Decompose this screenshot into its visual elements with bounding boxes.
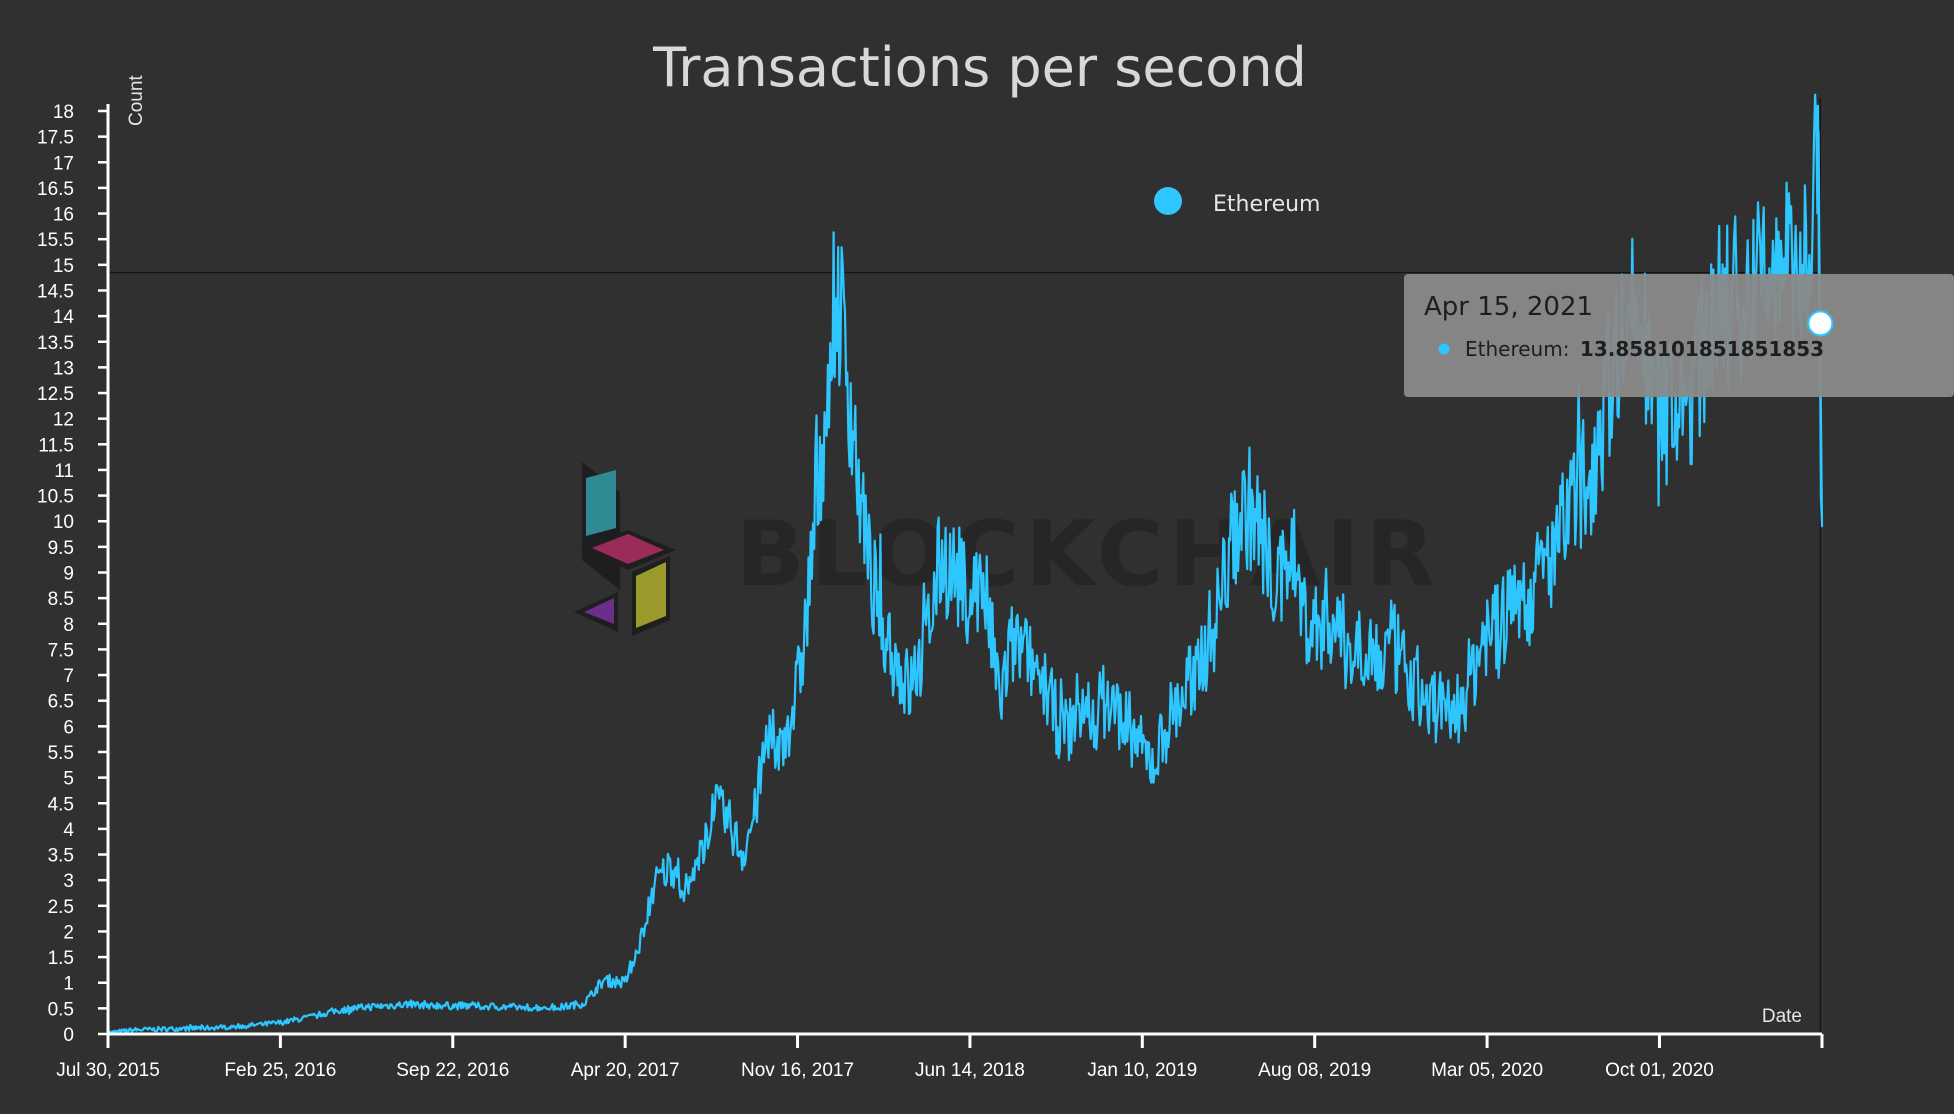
y-tick-label: 14.5: [37, 281, 74, 302]
blockchair-logo-icon: [574, 462, 676, 636]
y-tick-label: 10: [53, 512, 74, 533]
x-tick-label: Jul 30, 2015: [56, 1060, 160, 1081]
y-tick-label: 5.5: [48, 743, 74, 764]
tooltip: Apr 15, 2021 Ethereum: 13.85810185185185…: [1404, 274, 1954, 397]
x-tick-label: Jun 14, 2018: [915, 1060, 1025, 1081]
x-axis-label: Date: [1762, 1006, 1802, 1027]
y-tick-label: 9: [63, 564, 74, 585]
y-tick-label: 13.5: [37, 333, 74, 354]
y-tick-label: 13: [53, 358, 74, 379]
x-axis-ticks: Jul 30, 2015 Feb 25, 2016 Sep 22, 2016 Apr …: [56, 1034, 1714, 1081]
legend[interactable]: Ethereum: [1154, 187, 1320, 217]
x-tick-label: Nov 16, 2017: [741, 1060, 854, 1081]
y-tick-label: 1.5: [48, 948, 74, 969]
tooltip-date: Apr 15, 2021: [1424, 292, 1593, 322]
y-tick-label: 11: [54, 461, 74, 482]
y-tick-label: 8.5: [48, 589, 74, 610]
y-tick-label: 15: [53, 256, 74, 277]
x-tick-label: Mar 05, 2020: [1431, 1060, 1543, 1081]
y-tick-label: 12: [53, 410, 74, 431]
y-tick-label: 6.5: [48, 692, 74, 713]
y-tick-label: 0: [63, 1025, 74, 1046]
legend-label-ethereum[interactable]: Ethereum: [1213, 192, 1320, 217]
y-tick-label: 5: [63, 769, 74, 790]
y-tick-label: 14: [53, 307, 75, 328]
chart-title: Transactions per second: [652, 36, 1307, 99]
y-tick-label: 4: [63, 820, 74, 841]
y-tick-label: 1: [63, 974, 74, 995]
y-tick-label: 12.5: [37, 384, 74, 405]
watermark-text: BLOCKCHAIR: [736, 502, 1441, 607]
y-tick-label: 17.5: [37, 128, 74, 149]
y-tick-label: 2: [63, 922, 74, 943]
x-tick-label: Sep 22, 2016: [396, 1060, 509, 1081]
y-tick-label: 8: [63, 615, 74, 636]
tooltip-box: [1404, 274, 1954, 397]
y-tick-label: 9.5: [48, 538, 74, 559]
y-tick-label: 11.5: [38, 435, 74, 456]
y-tick-label: 7: [63, 666, 74, 687]
hover-point[interactable]: [1807, 310, 1834, 337]
y-tick-label: 15.5: [37, 230, 74, 251]
tooltip-series-marker: [1438, 343, 1450, 355]
x-tick-label: Feb 25, 2016: [224, 1060, 336, 1081]
y-tick-label: 10.5: [37, 487, 74, 508]
y-tick-label: 17: [53, 153, 74, 174]
tooltip-series-label: Ethereum:: [1465, 337, 1569, 361]
x-tick-label: Apr 20, 2017: [571, 1060, 680, 1081]
y-tick-label: 16: [53, 205, 74, 226]
y-tick-label: 3: [63, 871, 74, 892]
series-line-ethereum[interactable]: [107, 93, 1824, 1036]
y-axis-ticks: 00.511.522.533.544.555.566.577.588.599.5…: [37, 102, 108, 1046]
y-axis-label: Count: [126, 75, 147, 126]
y-tick-label: 6: [63, 717, 74, 738]
y-tick-label: 4.5: [48, 794, 74, 815]
y-tick-label: 18: [53, 102, 74, 123]
x-tick-label: Oct 01, 2020: [1605, 1060, 1714, 1081]
watermark: BLOCKCHAIR: [574, 462, 1441, 636]
legend-marker: [1154, 187, 1182, 215]
y-tick-label: 3.5: [48, 846, 74, 867]
tooltip-row: Ethereum: 13.858101851851853: [1465, 337, 1824, 361]
tooltip-value: 13.858101851851853: [1580, 337, 1824, 361]
x-tick-label: Jan 10, 2019: [1087, 1060, 1197, 1081]
y-tick-label: 16.5: [37, 179, 74, 200]
y-tick-label: 7.5: [48, 640, 74, 661]
x-tick-label: Aug 08, 2019: [1258, 1060, 1371, 1081]
y-tick-label: 2.5: [48, 897, 74, 918]
y-tick-label: 0.5: [48, 999, 74, 1020]
